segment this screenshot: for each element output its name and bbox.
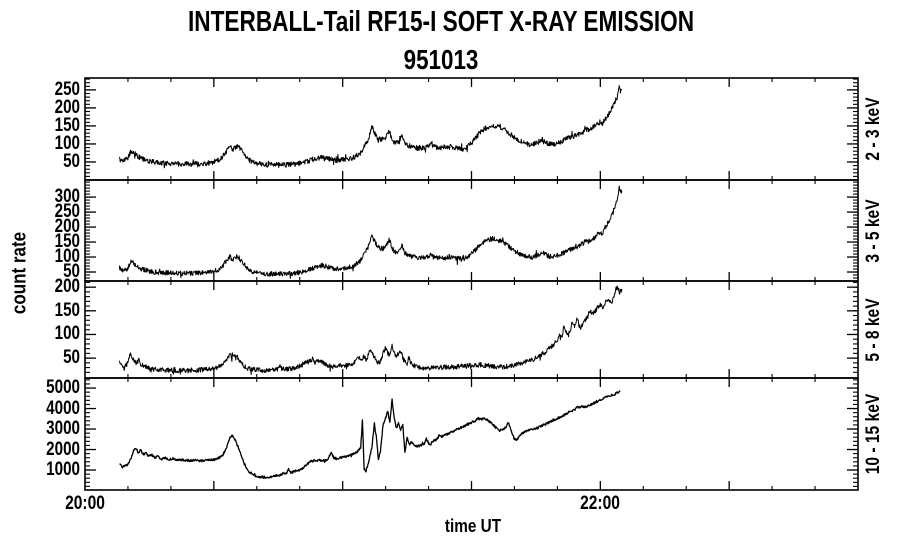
- y-tick-label: 150: [54, 231, 80, 253]
- y-tick-label: 50: [63, 261, 80, 282]
- y-tick-label: 50: [63, 150, 80, 172]
- y-tick-label: 150: [54, 114, 80, 136]
- band-label-2: 3 - 5 keV: [863, 198, 884, 263]
- y-tick-label: 250: [54, 201, 80, 223]
- trace-2-3keV: [118, 85, 623, 169]
- panel-border-3: [84, 280, 859, 379]
- trace-5-8keV: [118, 285, 623, 375]
- y-tick-label: 3000: [46, 418, 80, 440]
- band-label-4: 10 - 15 keV: [863, 393, 884, 475]
- panel-border-1: [84, 77, 859, 181]
- chart-title: INTERBALL-Tail RF15-I SOFT X-RAY EMISSIO…: [187, 6, 695, 38]
- y-tick-label: 300: [54, 186, 80, 208]
- y-tick-label: 100: [54, 132, 80, 154]
- y-tick-label: 150: [54, 299, 80, 321]
- y-tick-label: 50: [63, 347, 80, 369]
- y-tick-label: 200: [54, 276, 80, 298]
- band-label-3: 5 - 8 keV: [863, 297, 884, 362]
- band-label-1: 2 - 3 keV: [863, 97, 884, 161]
- y-tick-label: 200: [54, 216, 80, 238]
- y-tick-label: 100: [54, 323, 80, 345]
- y-tick-label: 250: [54, 78, 80, 100]
- panel-border-4: [84, 377, 859, 491]
- y-tick-label: 100: [54, 246, 80, 268]
- y-tick-label: 200: [54, 96, 80, 118]
- x-axis-label: time UT: [444, 516, 502, 536]
- x-tick-label: 20:00: [65, 493, 105, 514]
- trace-10-15keV: [119, 390, 621, 479]
- y-tick-label: 2000: [46, 438, 80, 460]
- y-tick-label: 4000: [46, 397, 80, 419]
- x-tick-label: 22:00: [580, 493, 621, 514]
- chart-subtitle: 951013: [403, 44, 479, 75]
- trace-3-5keV: [118, 185, 623, 279]
- y-tick-label: 5000: [46, 377, 80, 399]
- y-tick-label: 1000: [46, 459, 80, 481]
- panel-border-2: [84, 179, 859, 282]
